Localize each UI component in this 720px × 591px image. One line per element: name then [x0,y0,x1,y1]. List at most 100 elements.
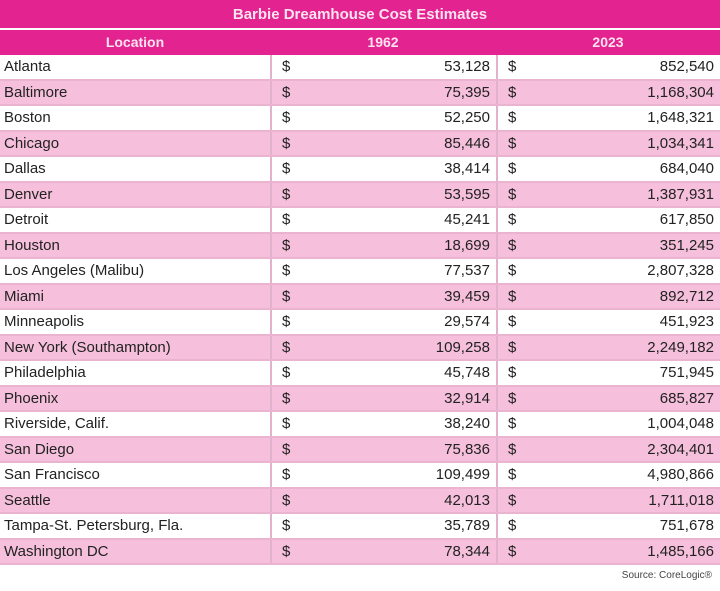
cost-2023-value: 1,387,931 [647,185,714,203]
table-row: Washington DC $78,344 $1,485,166 [0,539,720,565]
currency-symbol: $ [282,134,291,152]
cost-2023-value: 1,711,018 [648,491,714,509]
location-text: Washington DC [4,542,109,560]
location-cell: Miami [0,285,270,309]
cost-1962-cell: $38,240 [270,412,496,436]
cost-2023-cell: $751,678 [496,514,720,538]
location-text: Houston [4,236,60,254]
currency-symbol: $ [508,160,517,177]
location-text: Phoenix [4,389,59,407]
cost-1962-cell: $42,013 [270,488,496,512]
cost-1962-cell: $32,914 [270,386,496,410]
cost-1962-cell: $45,748 [270,361,496,385]
table-row: San Diego $75,836 $2,304,401 [0,437,720,463]
location-cell: New York (Southampton) [0,336,270,360]
cost-2023-value: 892,712 [659,287,714,305]
currency-symbol: $ [508,262,517,279]
location-cell: San Diego [0,438,270,462]
table-row: New York (Southampton) $109,258 $2,249,182 [0,335,720,361]
currency-symbol: $ [282,313,291,330]
cost-1962-cell: $75,836 [270,437,496,461]
location-text: Tampa-St. Petersburg, Fla. [4,517,184,534]
table-row: Denver $53,595 $1,387,931 [0,182,720,208]
cost-2023-cell: $1,387,931 [496,182,720,206]
cost-2023-cell: $451,923 [496,310,720,334]
location-cell: Minneapolis [0,310,270,334]
location-text: Seattle [4,491,51,509]
cost-2023-cell: $1,648,321 [496,106,720,130]
currency-symbol: $ [508,542,517,560]
cost-1962-value: 29,574 [444,313,490,330]
cost-1962-cell: $77,537 [270,259,496,283]
cost-1962-value: 18,699 [444,236,490,254]
location-text: Riverside, Calif. [4,415,110,432]
cost-2023-cell: $1,485,166 [496,539,720,563]
cost-1962-value: 45,748 [444,364,490,381]
cost-1962-value: 78,344 [444,542,490,560]
cost-2023-value: 685,827 [659,389,714,407]
cost-2023-cell: $684,040 [496,157,720,181]
currency-symbol: $ [282,109,291,126]
currency-symbol: $ [282,185,291,203]
cost-2023-cell: $1,034,341 [496,131,720,155]
cost-2023-value: 1,004,048 [647,415,714,432]
currency-symbol: $ [508,491,517,509]
location-text: Detroit [4,211,49,228]
currency-symbol: $ [508,211,517,228]
currency-symbol: $ [282,517,291,534]
currency-symbol: $ [508,338,517,356]
header-location: Location [105,34,165,50]
cost-1962-cell: $29,574 [270,310,496,334]
cost-2023-cell: $2,807,328 [496,259,720,283]
currency-symbol: $ [508,364,517,381]
currency-symbol: $ [282,58,291,75]
location-cell: Baltimore [0,81,270,105]
cost-2023-value: 1,485,166 [647,542,714,560]
currency-symbol: $ [508,236,517,254]
location-text: Chicago [4,134,60,152]
table-row: Seattle $42,013 $1,711,018 [0,488,720,514]
location-text: San Francisco [4,466,100,483]
location-text: Atlanta [4,58,51,75]
location-cell: Houston [0,234,270,258]
location-cell: Phoenix [0,387,270,411]
cost-2023-value: 1,034,341 [647,134,714,152]
currency-symbol: $ [508,389,517,407]
table-row: Dallas $38,414 $684,040 [0,157,720,183]
cost-2023-value: 2,304,401 [647,440,714,458]
cost-1962-value: 38,414 [444,160,490,177]
cost-1962-value: 38,240 [444,415,490,432]
cost-2023-value: 617,850 [659,211,714,228]
currency-symbol: $ [508,517,517,534]
currency-symbol: $ [508,287,517,305]
cost-2023-cell: $1,168,304 [496,80,720,104]
location-text: Dallas [4,160,46,177]
cost-1962-cell: $52,250 [270,106,496,130]
location-text: Philadelphia [4,364,86,381]
location-cell: Tampa-St. Petersburg, Fla. [0,514,270,538]
location-cell: Los Angeles (Malibu) [0,259,270,283]
cost-1962-value: 39,459 [444,287,490,305]
cost-1962-value: 35,789 [444,517,490,534]
currency-symbol: $ [508,185,517,203]
cost-2023-value: 852,540 [659,58,714,75]
cost-2023-value: 1,168,304 [647,83,714,101]
cost-1962-value: 53,595 [444,185,490,203]
cost-1962-value: 45,241 [444,211,490,228]
location-cell: San Francisco [0,463,270,487]
cost-1962-value: 32,914 [444,389,490,407]
currency-symbol: $ [282,491,291,509]
currency-symbol: $ [508,83,517,101]
location-cell: Dallas [0,157,270,181]
header-2023: 2023 [592,34,624,50]
cost-1962-value: 85,446 [444,134,490,152]
cost-2023-cell: $617,850 [496,208,720,232]
cost-2023-cell: $892,712 [496,284,720,308]
location-cell: Atlanta [0,55,270,79]
cost-2023-value: 684,040 [659,160,714,177]
cost-1962-cell: $38,414 [270,157,496,181]
currency-symbol: $ [282,364,291,381]
currency-symbol: $ [282,160,291,177]
table-row: Boston $52,250 $1,648,321 [0,106,720,132]
location-text: New York (Southampton) [4,338,171,356]
